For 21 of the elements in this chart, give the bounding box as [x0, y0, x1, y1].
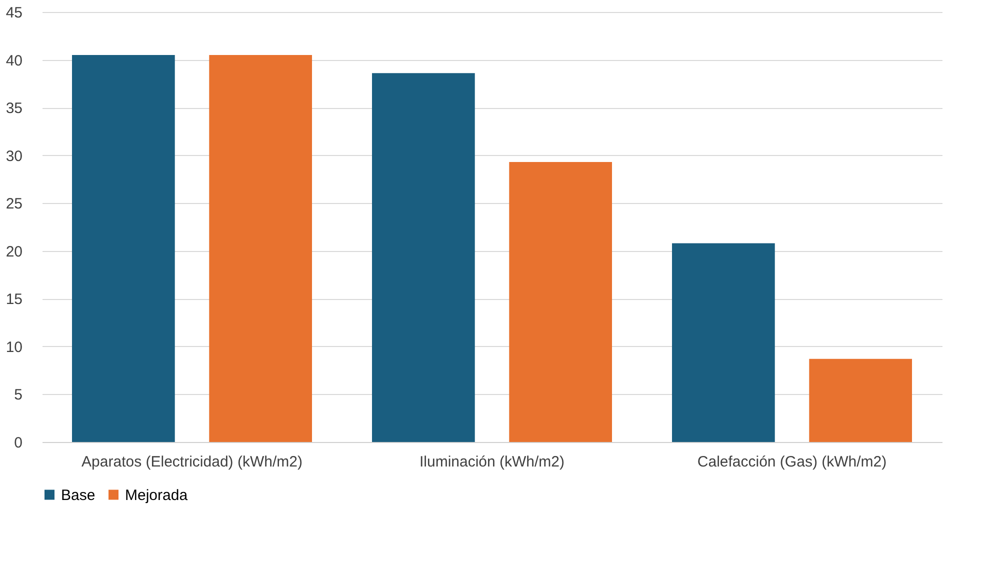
y-tick-label: 20 — [6, 243, 22, 260]
y-tick-label: 25 — [6, 196, 22, 213]
x-tick-label: Calefacción (Gas) (kWh/m2) — [697, 454, 887, 470]
y-tick-label: 30 — [6, 148, 22, 165]
y-tick-label: 10 — [6, 338, 22, 356]
bar — [509, 162, 612, 442]
y-tick-label: 45 — [6, 4, 22, 22]
bar — [209, 55, 312, 442]
y-tick-label: 5 — [14, 386, 22, 404]
bar — [72, 55, 175, 442]
legend-label: Mejorada — [125, 486, 188, 504]
bar — [809, 358, 912, 442]
y-tick-label: 0 — [14, 434, 22, 452]
y-tick-label: 40 — [6, 52, 22, 70]
y-tick-label: 35 — [6, 100, 22, 118]
legend-label: Base — [61, 486, 96, 504]
bar — [672, 243, 775, 442]
y-tick-label: 15 — [6, 291, 22, 308]
bar — [372, 73, 475, 442]
x-tick-label: Iluminación (kWh/m2) — [419, 454, 565, 470]
x-tick-label: Aparatos (Electricidad) (kWh/m2) — [82, 454, 302, 470]
